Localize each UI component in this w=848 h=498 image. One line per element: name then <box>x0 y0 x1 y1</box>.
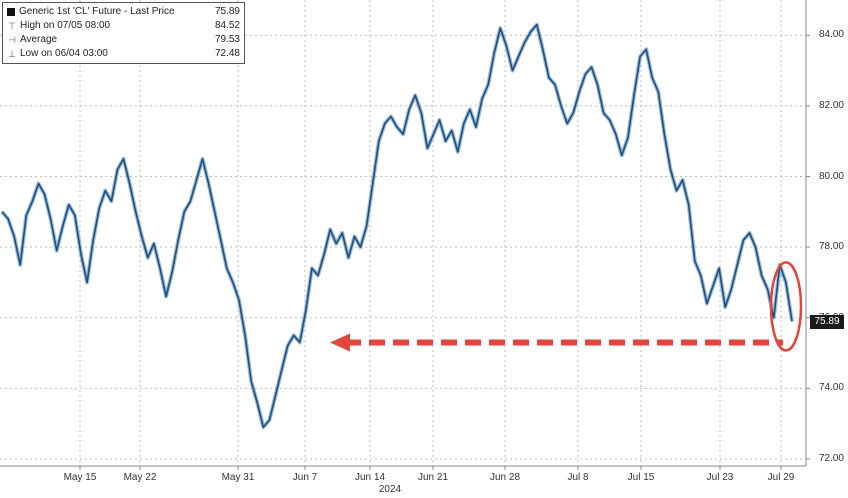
legend-box: Generic 1st 'CL' Future - Last Price 75.… <box>2 2 245 64</box>
y-tick-label: 74.00 <box>818 382 844 394</box>
annotation-layer <box>330 261 803 352</box>
legend-average-value: 79.53 <box>214 34 240 45</box>
x-tick-label: Jul 15 <box>627 472 655 483</box>
legend-row-low: ⊥ Low on 06/04 03:00 72.48 <box>7 47 240 61</box>
series-line <box>1 23 793 428</box>
legend-row-last: Generic 1st 'CL' Future - Last Price 75.… <box>7 5 240 19</box>
y-tick-label: 80.00 <box>818 170 844 182</box>
series-line-shadow <box>0 22 794 430</box>
x-tick-label: May 31 <box>221 472 255 483</box>
x-tick-label: Jun 28 <box>489 472 521 483</box>
y-tick-label: 78.00 <box>818 241 844 253</box>
legend-high-value: 84.52 <box>214 20 240 31</box>
grid-lines <box>0 0 810 470</box>
series-layer <box>0 22 794 430</box>
last-price-tag: 75.89 <box>810 314 844 329</box>
x-tick-label: Jun 7 <box>292 472 318 483</box>
series-swatch-icon <box>7 8 15 16</box>
x-tick-label: May 15 <box>63 472 97 483</box>
y-tick-label: 72.00 <box>818 452 844 464</box>
legend-low-label: Low on 06/04 03:00 <box>20 48 108 59</box>
x-tick-label: Jul 29 <box>767 472 795 483</box>
x-tick-label: Jul 23 <box>706 472 734 483</box>
legend-low-value: 72.48 <box>214 48 240 59</box>
x-tick-label: Jul 8 <box>567 472 589 483</box>
x-axis-year-label: 2024 <box>378 484 402 495</box>
x-tick-label: Jun 14 <box>354 472 386 483</box>
legend-row-high: ⊤ High on 07/05 08:00 84.52 <box>7 19 240 33</box>
y-tick-label: 82.00 <box>818 99 844 111</box>
x-tick-label: Jun 21 <box>417 472 449 483</box>
legend-last-value: 75.89 <box>214 6 240 17</box>
arrow-head <box>330 333 350 352</box>
low-marker-icon: ⊥ <box>8 49 16 59</box>
legend-high-label: High on 07/05 08:00 <box>20 20 111 31</box>
x-tick-label: May 22 <box>123 472 157 483</box>
highlight-circle <box>769 261 803 352</box>
y-tick-label: 84.00 <box>818 29 844 41</box>
average-marker-icon: ⊣ <box>8 35 16 45</box>
legend-row-average: ⊣ Average 79.53 <box>7 33 240 47</box>
legend-average-label: Average <box>20 34 58 45</box>
high-marker-icon: ⊤ <box>8 21 16 31</box>
legend-title: Generic 1st 'CL' Future - Last Price <box>19 6 175 17</box>
